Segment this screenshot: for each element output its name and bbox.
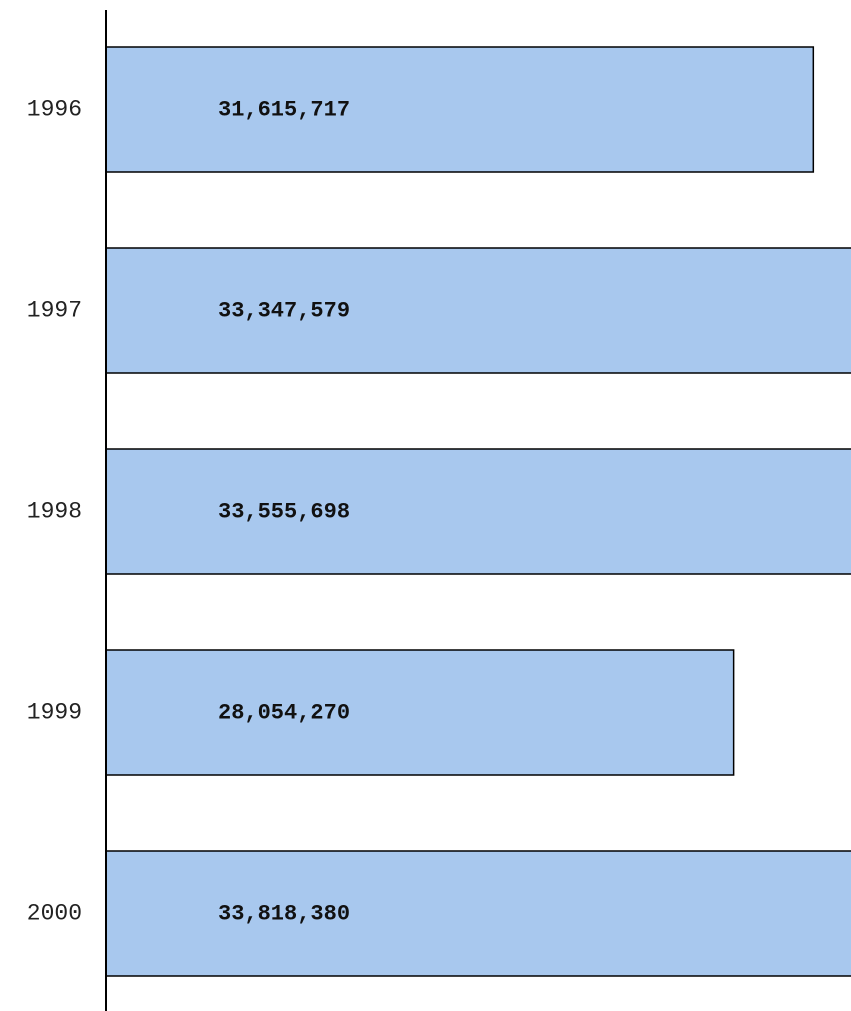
y-tick-label: 1998 <box>27 499 82 525</box>
bar <box>105 46 815 173</box>
y-tick-label: 2000 <box>27 901 82 927</box>
data-label: 33,818,380 <box>218 901 350 926</box>
y-tick-label: 1999 <box>27 700 82 726</box>
y-tick-label: 1996 <box>27 97 82 123</box>
bar <box>105 649 735 776</box>
data-label: 31,615,717 <box>218 97 350 122</box>
data-label: 33,347,579 <box>218 298 350 323</box>
bar <box>105 448 851 575</box>
data-label: 33,555,698 <box>218 499 350 524</box>
data-label: 28,054,270 <box>218 700 350 725</box>
bar <box>105 247 851 374</box>
y-tick-label: 1997 <box>27 298 82 324</box>
